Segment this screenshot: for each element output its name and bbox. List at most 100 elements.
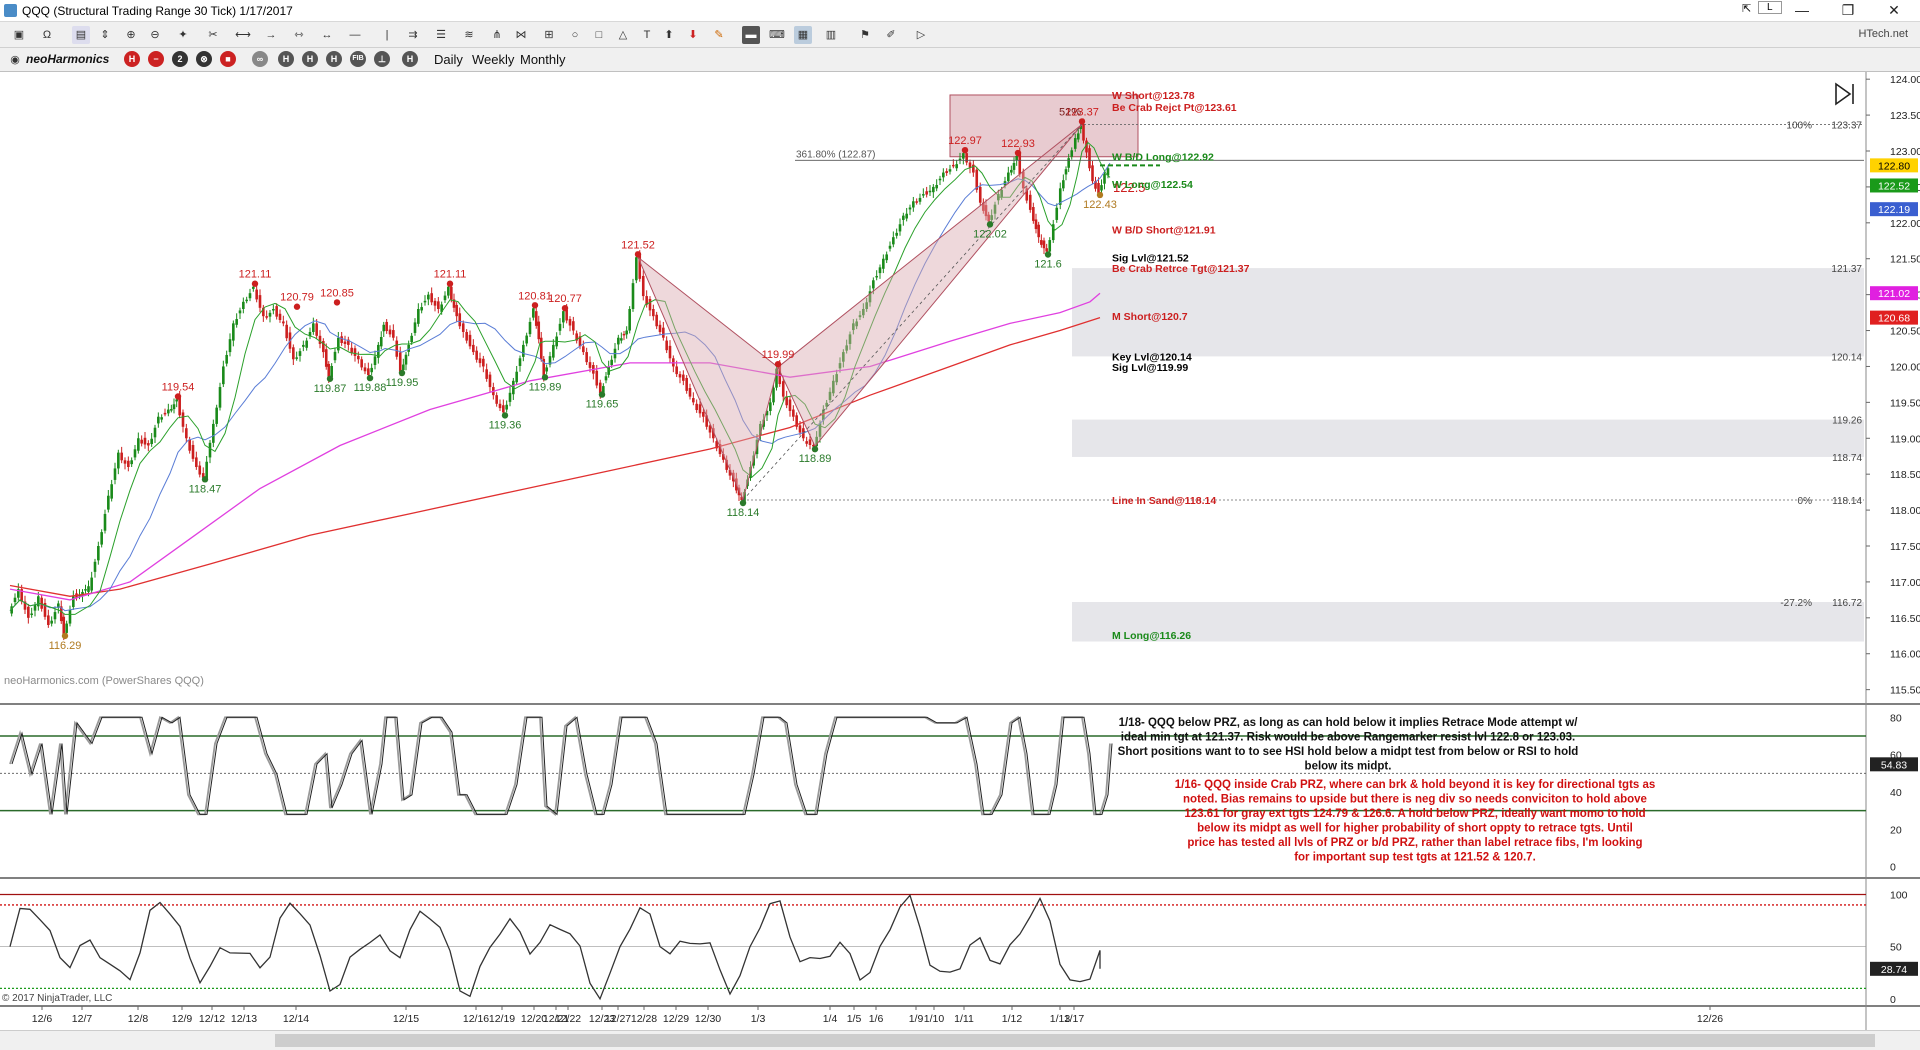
pen-icon[interactable]: ✐ xyxy=(886,29,896,41)
hline-icon[interactable]: — xyxy=(349,29,361,41)
keyboard-icon[interactable]: ⌨ xyxy=(769,29,785,41)
candle-down xyxy=(1025,188,1029,201)
vline-icon[interactable]: | xyxy=(385,29,389,41)
chain-icon[interactable]: ∞ xyxy=(252,51,268,67)
candle-down xyxy=(181,412,185,427)
h-icon-2[interactable]: H xyxy=(302,51,318,67)
chart-area[interactable]: 121.11 120.79 120.85 121.11 120.81 120.77 121.… xyxy=(0,72,1920,1030)
pivot-dot xyxy=(1096,191,1104,199)
candle-up xyxy=(17,589,20,598)
ellipse-icon[interactable]: ○ xyxy=(571,29,579,41)
pitchfork-icon[interactable]: ⋔ xyxy=(492,29,502,41)
candle-down xyxy=(1088,148,1091,169)
arrow-up-icon[interactable]: ⬆ xyxy=(664,29,674,41)
candle-down xyxy=(347,339,350,345)
zoom-out-icon[interactable]: ⊖ xyxy=(150,29,160,41)
minimize-button[interactable]: — xyxy=(1795,2,1809,18)
candle-down xyxy=(952,164,955,167)
h-icon-4[interactable]: H xyxy=(402,51,418,67)
trend-channel-icon[interactable]: ⇉ xyxy=(408,29,418,41)
pattern-icon[interactable]: ⊗ xyxy=(196,51,212,67)
two-icon[interactable]: 2 xyxy=(172,51,188,67)
period-weekly[interactable]: Weekly xyxy=(472,52,515,67)
candle-up xyxy=(528,321,532,335)
brush-icon[interactable]: ✎ xyxy=(714,29,724,41)
candle-down xyxy=(972,164,975,173)
arrow-line-icon[interactable]: ↔ xyxy=(321,29,333,41)
ext-label: 361.80% (122.87) xyxy=(796,149,876,160)
candle-down xyxy=(255,289,258,300)
close-button[interactable]: ✕ xyxy=(1888,2,1900,18)
andrews-icon[interactable]: ⋈ xyxy=(515,29,527,41)
delete-icon[interactable]: ■ xyxy=(220,51,236,67)
x-tick-label: 12/9 xyxy=(172,1013,193,1025)
candle-up xyxy=(628,309,631,331)
h-icon-1[interactable]: H xyxy=(278,51,294,67)
maximize-button[interactable]: ❐ xyxy=(1841,2,1855,18)
camera-icon[interactable]: ▣ xyxy=(13,29,25,41)
lvl-icon[interactable]: ⊥ xyxy=(374,51,390,67)
candle-down xyxy=(353,348,357,356)
horizontal-scrollbar[interactable] xyxy=(0,1030,1920,1050)
x-tick-label: 12/27 xyxy=(605,1013,631,1025)
candle-up xyxy=(938,178,942,181)
harmonic-icon[interactable]: H xyxy=(124,51,140,67)
pin-icon[interactable]: ⇱ xyxy=(1742,3,1752,15)
candle-up xyxy=(87,586,90,592)
candles-icon[interactable]: ▥ xyxy=(825,29,837,41)
candle-down xyxy=(188,439,191,451)
x-tick-label: 12/22 xyxy=(555,1013,581,1025)
triangle-icon[interactable]: △ xyxy=(618,29,628,41)
period-monthly[interactable]: Monthly xyxy=(520,52,566,67)
link-button[interactable]: L xyxy=(1758,1,1782,14)
fib-button-icon[interactable]: FIB xyxy=(350,51,366,67)
fib-icon[interactable]: ☰ xyxy=(436,29,446,41)
rsi-value-label: 54.83 xyxy=(1881,759,1907,771)
candle-up xyxy=(402,364,405,371)
ext-line-icon[interactable]: ⇿ xyxy=(294,29,304,41)
scale-icon[interactable]: ⇕ xyxy=(100,29,110,41)
indicator-icon[interactable]: ✦ xyxy=(178,29,188,41)
candle-down xyxy=(123,460,127,464)
text-icon[interactable]: T xyxy=(643,29,651,41)
candle-up xyxy=(838,363,842,369)
x-tick-label: 1/12 xyxy=(1002,1013,1023,1025)
data-box-icon[interactable]: ▬ xyxy=(742,26,760,44)
skip-end-icon[interactable] xyxy=(1835,82,1854,106)
minus-icon[interactable]: − xyxy=(148,51,164,67)
properties-icon[interactable]: ▦ xyxy=(794,26,812,44)
arrow-down-icon[interactable]: ⬇ xyxy=(688,29,698,41)
ray-tool-icon[interactable]: → xyxy=(265,29,277,41)
rectangle-icon[interactable]: □ xyxy=(595,29,603,41)
candle-down xyxy=(718,444,722,455)
candle-up xyxy=(72,596,75,608)
region-icon[interactable]: ⊞ xyxy=(544,29,554,41)
candle-up xyxy=(107,495,110,510)
candle-down xyxy=(195,457,198,467)
level-label: W B/D Short@121.91 xyxy=(1112,224,1216,236)
line-tool-icon[interactable]: ⟷ xyxy=(235,29,251,41)
candle-down xyxy=(363,367,367,372)
candle-up xyxy=(878,267,882,274)
candle-down xyxy=(965,153,968,163)
instrument-icon[interactable]: Ω xyxy=(42,29,52,41)
period-daily[interactable]: Daily xyxy=(434,52,463,67)
x-tick-label: 1/3 xyxy=(751,1013,766,1025)
brand-icon: ◉ xyxy=(10,54,20,66)
scrollbar-thumb[interactable] xyxy=(275,1034,1875,1047)
h-icon-3[interactable]: H xyxy=(326,51,342,67)
candle-down xyxy=(178,396,181,416)
gann-icon[interactable]: ≋ xyxy=(464,29,474,41)
play-icon[interactable]: ▷ xyxy=(916,29,926,41)
template-icon[interactable]: ⚑ xyxy=(860,29,870,41)
candle-up xyxy=(872,280,875,289)
strategy-icon[interactable]: ✂ xyxy=(208,29,218,41)
bar-type-icon[interactable]: ▤ xyxy=(72,26,90,44)
zoom-in-icon[interactable]: ⊕ xyxy=(126,29,136,41)
candle-up xyxy=(53,612,57,620)
candle-down xyxy=(1091,165,1094,182)
candle-up xyxy=(558,323,562,331)
pivot-label: 120.81 xyxy=(518,290,552,302)
candle-up xyxy=(848,334,852,344)
